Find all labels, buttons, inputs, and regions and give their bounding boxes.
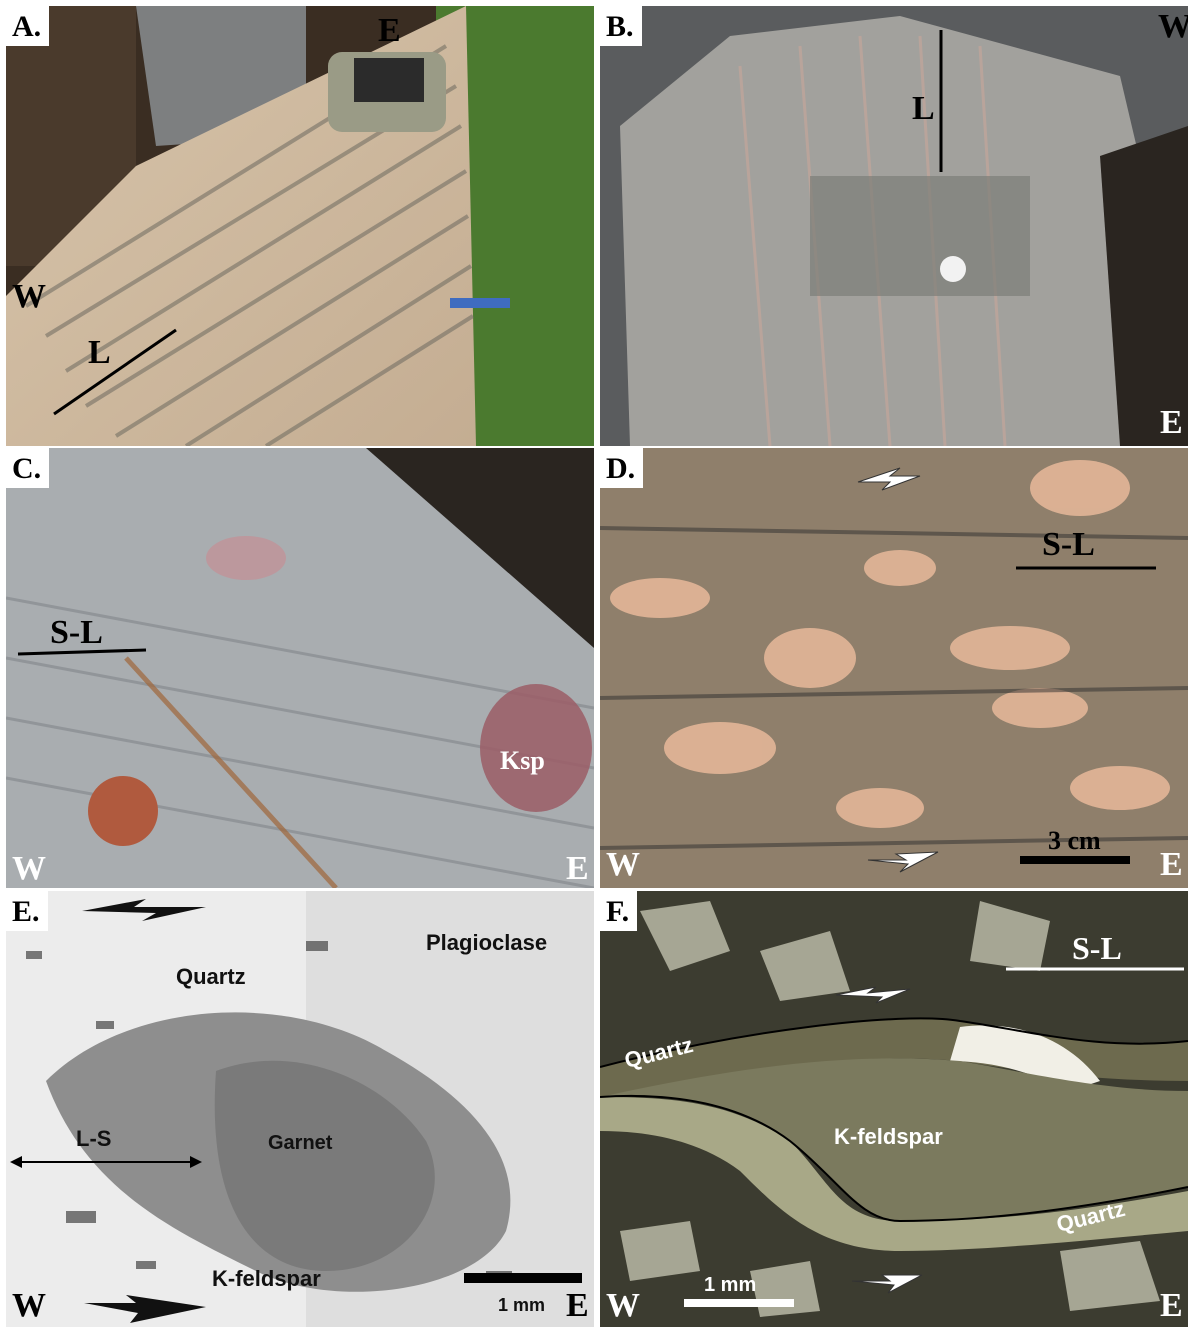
panel-d-east-label: E (1160, 846, 1183, 883)
panel-e-garnet-label: Garnet (268, 1132, 333, 1154)
panel-b-letter: B. (600, 6, 642, 46)
shear-arrow-top-icon (857, 467, 921, 491)
panel-f: F. S-L Quartz K-feldspar Quartz 1 mm W E (600, 891, 1188, 1327)
panel-f-photo (600, 891, 1188, 1327)
shear-arrow-bottom-icon (867, 851, 939, 873)
panel-f-west-label: W (606, 1287, 640, 1324)
panel-a-lineation-label: L (88, 334, 111, 371)
panel-f-kfeldspar-label: K-feldspar (834, 1124, 943, 1149)
panel-d-letter: D. (600, 448, 644, 488)
panel-d-overlay (857, 467, 1156, 873)
panel-d-photo (600, 448, 1188, 888)
panel-c-west-label: W (12, 850, 46, 887)
shear-arrow-top-icon (82, 899, 206, 921)
panel-c: C. S-L Ksp W E (6, 448, 594, 888)
panel-a-letter: A. (6, 6, 50, 46)
panel-c-fabric-line (17, 648, 147, 656)
panel-e-overlay (10, 899, 582, 1323)
panel-a-photo (6, 6, 594, 446)
panel-c-fabric-label: S-L (50, 614, 103, 651)
panel-e-scale-bar (464, 1273, 582, 1283)
panel-d-scale-bar (1020, 856, 1130, 864)
shear-arrow-bottom-icon (851, 1274, 923, 1294)
panel-e-scale-label: 1 mm (498, 1295, 546, 1315)
panel-a: A. E W L (6, 6, 594, 446)
k-feldspar-outline (600, 1017, 1188, 1223)
panel-a-west-label: W (12, 278, 46, 315)
panel-c-ksp-label: Ksp (500, 746, 545, 775)
panel-e-east-label: E (566, 1287, 589, 1324)
panel-f-scale-label: 1 mm (704, 1274, 757, 1296)
panel-b-east-label: E (1160, 404, 1183, 441)
arrowhead-left-icon (10, 1156, 22, 1168)
panel-b-photo (600, 6, 1188, 446)
panel-e: E. Quartz Plagioclase Garnet L-S K-felds… (6, 891, 594, 1327)
panel-c-letter: C. (6, 448, 50, 488)
panel-f-letter: F. (600, 891, 638, 931)
panel-c-east-label: E (566, 850, 589, 887)
panel-d-west-label: W (606, 846, 640, 883)
panel-a-east-label: E (378, 12, 401, 49)
panel-c-photo (6, 448, 594, 888)
panel-d: D. S-L 3 cm W E (600, 448, 1188, 888)
panel-d-fabric-label: S-L (1042, 526, 1095, 563)
panel-f-scale-bar (684, 1299, 794, 1307)
panel-e-fabric-label: L-S (76, 1126, 112, 1151)
panel-e-quartz-label: Quartz (176, 964, 246, 989)
panel-b: B. W E L (600, 6, 1188, 446)
panel-e-letter: E. (6, 891, 48, 931)
panel-b-west-label: W (1158, 8, 1188, 45)
panel-a-lineation-line (53, 328, 177, 416)
panel-e-photo (6, 891, 594, 1327)
panel-f-overlay (600, 967, 1188, 1307)
panel-b-lineation-line (939, 30, 943, 172)
arrowhead-right-icon (190, 1156, 202, 1168)
panel-b-lineation-label: L (912, 90, 935, 127)
panel-e-kfeldspar-label: K-feldspar (212, 1266, 321, 1291)
panel-f-east-label: E (1160, 1287, 1183, 1324)
shear-arrow-bottom-icon (84, 1295, 206, 1323)
panel-d-scale-label: 3 cm (1048, 826, 1101, 855)
panel-f-fabric-label: S-L (1072, 930, 1122, 966)
panel-e-plagioclase-label: Plagioclase (426, 930, 548, 955)
panel-e-west-label: W (12, 1287, 46, 1324)
shear-arrow-top-icon (835, 986, 911, 1004)
